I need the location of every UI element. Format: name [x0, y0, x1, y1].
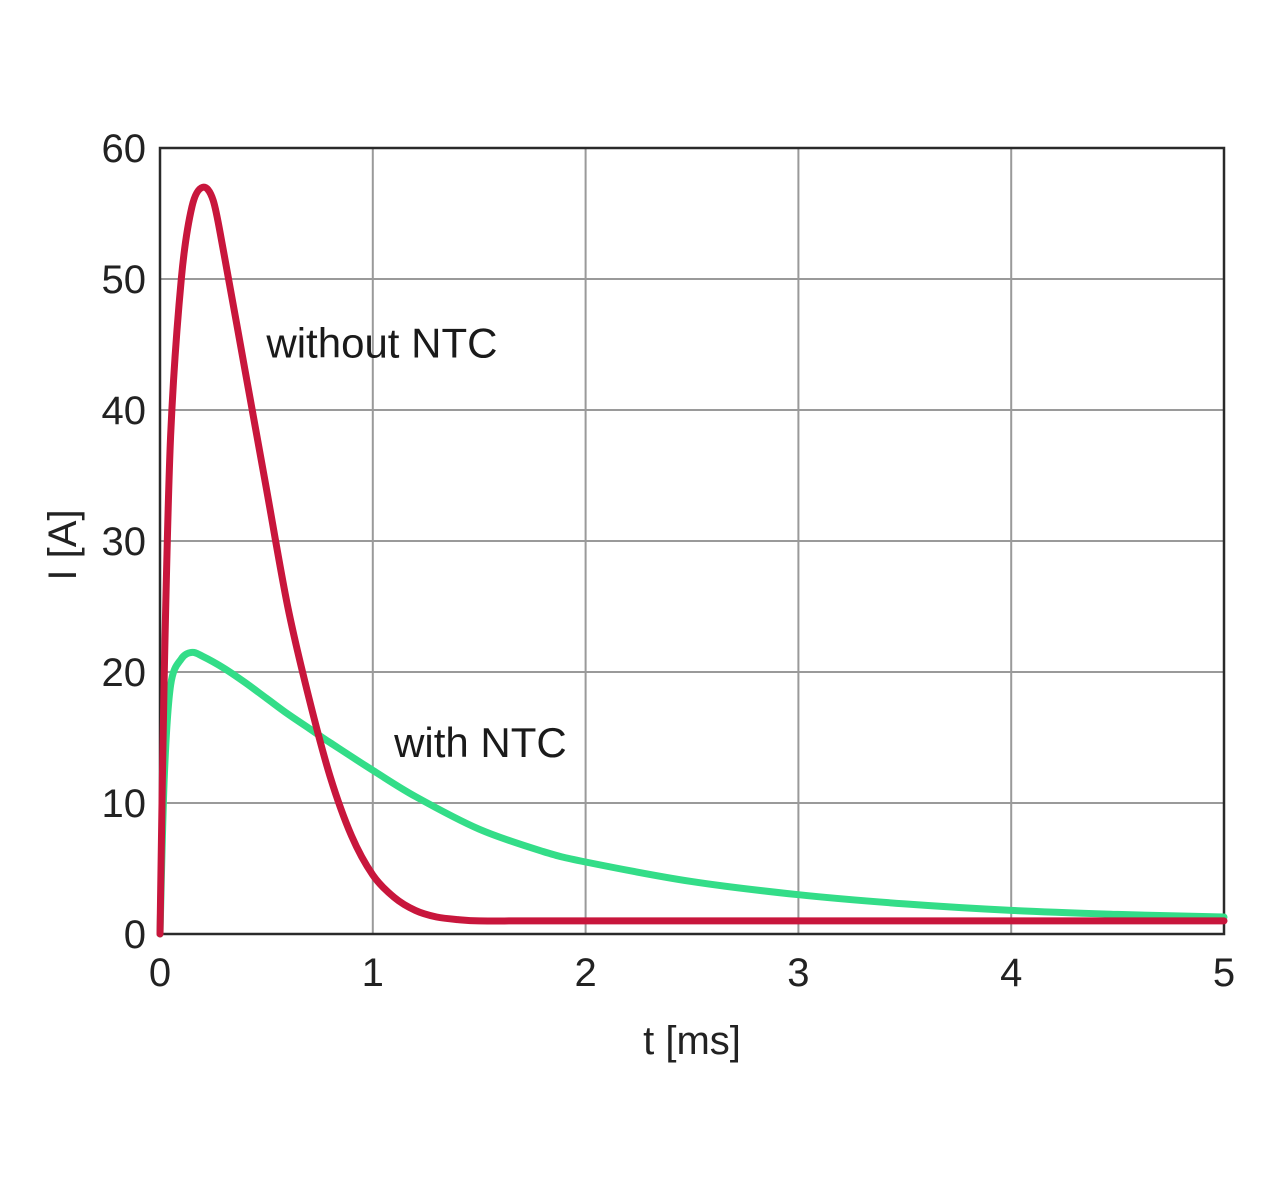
- x-tick-label: 2: [574, 951, 596, 995]
- x-tick-label: 5: [1213, 951, 1235, 995]
- annotation-with-ntc: with NTC: [393, 719, 567, 766]
- y-tick-label: 30: [102, 520, 147, 564]
- y-axis-ticks: 0 10 20 30 40 50 60: [102, 127, 147, 957]
- x-axis-ticks: 0 1 2 3 4 5: [149, 951, 1235, 995]
- y-tick-label: 60: [102, 127, 147, 171]
- x-tick-label: 0: [149, 951, 171, 995]
- x-tick-label: 4: [1000, 951, 1022, 995]
- y-tick-label: 10: [102, 782, 147, 826]
- x-tick-label: 3: [787, 951, 809, 995]
- y-tick-label: 20: [102, 651, 147, 695]
- y-tick-label: 50: [102, 258, 147, 302]
- plot-frame: [158, 146, 1226, 936]
- series-line-without-ntc: [156, 183, 1228, 938]
- y-axis-title: I [A]: [41, 509, 85, 580]
- x-axis-title: t [ms]: [643, 1019, 741, 1063]
- grid: [159, 147, 1225, 935]
- series-group: [156, 183, 1228, 938]
- x-tick-label: 1: [362, 951, 384, 995]
- annotation-without-ntc: without NTC: [265, 320, 497, 367]
- y-tick-label: 40: [102, 389, 147, 433]
- y-tick-label: 0: [124, 913, 146, 957]
- series-line-with-ntc: [156, 648, 1228, 938]
